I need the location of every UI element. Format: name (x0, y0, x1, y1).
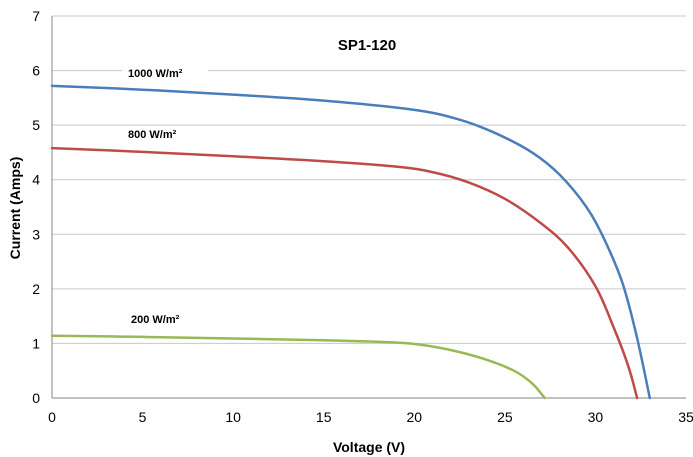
axes (51, 16, 686, 399)
tick-labels: 0 1 2 3 4 5 6 7 0 5 10 15 20 25 30 35 (32, 8, 693, 425)
series-label-bg (122, 65, 208, 81)
x-tick-label: 30 (588, 409, 604, 425)
series-line-1 (50, 146, 639, 400)
x-tick-label: 5 (139, 409, 147, 425)
y-tick-label: 1 (32, 335, 40, 351)
x-tick-label: 15 (316, 409, 332, 425)
y-tick-label: 2 (32, 281, 40, 297)
x-tick-label: 25 (497, 409, 513, 425)
y-tick-label: 7 (32, 8, 40, 24)
x-tick-label: 20 (406, 409, 422, 425)
series-label-bg (125, 311, 191, 327)
chart-title: SP1-120 (338, 37, 396, 54)
y-tick-label: 0 (32, 390, 40, 406)
series-lines (50, 84, 652, 400)
x-tick-label: 0 (48, 409, 56, 425)
x-tick-label: 10 (225, 409, 241, 425)
series-label: 800 W/m² (128, 129, 177, 141)
series-label: 200 W/m² (131, 314, 180, 326)
series-line-2 (50, 334, 546, 400)
series-labels: 1000 W/m² 800 W/m² 200 W/m² (122, 65, 208, 327)
series-label: 1000 W/m² (128, 68, 183, 80)
y-tick-label: 6 (32, 63, 40, 79)
y-axis-title: Current (Amps) (7, 157, 23, 260)
y-tick-label: 3 (32, 226, 40, 242)
x-tick-label: 35 (678, 409, 693, 425)
x-axis-title: Voltage (V) (333, 439, 405, 455)
series-label-bg (122, 126, 198, 142)
series-line-0 (50, 84, 652, 400)
y-tick-label: 4 (32, 172, 40, 188)
y-tick-label: 5 (32, 117, 40, 133)
